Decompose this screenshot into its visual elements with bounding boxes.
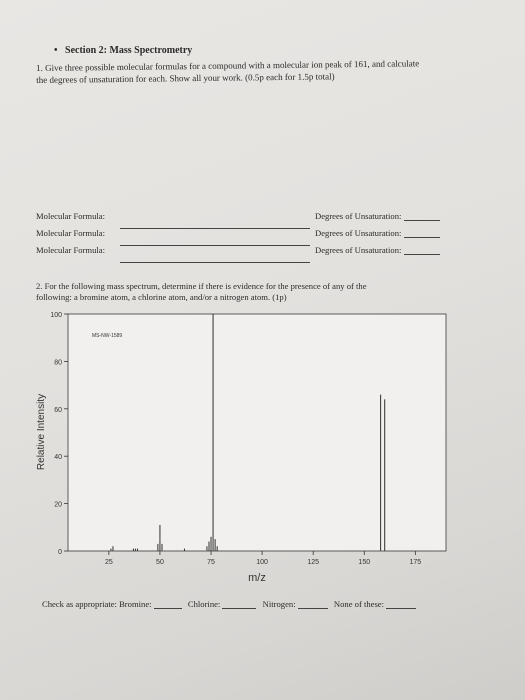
molecular-formula-label: Molecular Formula: xyxy=(36,211,105,221)
x-tick-label-4: 125 xyxy=(307,559,319,566)
molecular-formula-label: Molecular Formula: xyxy=(36,228,105,238)
molecular-formula-label: Molecular Formula: xyxy=(36,245,105,255)
mass-spectrum-chart: 0 20 40 60 80 100 25 50 75 100 125 150 175 MS-NW-15… xyxy=(36,312,447,584)
nitrogen-blank[interactable] xyxy=(297,599,328,609)
unsaturation-row-1: Degrees of Unsaturation: xyxy=(315,211,440,221)
none-of-these-blank[interactable] xyxy=(386,599,417,609)
spectrum-id-annotation: MS-NW-1589 xyxy=(92,333,122,339)
chlorine-label: Chlorine: xyxy=(187,599,221,609)
question-1: 1. Give three possible molecular formula… xyxy=(36,57,419,86)
section-title: • Section 2: Mass Spectrometry xyxy=(54,45,193,56)
bromine-label: Check as appropriate: Bromine: xyxy=(42,599,152,609)
x-axis-ticks: 25 50 75 100 125 150 175 xyxy=(105,551,421,566)
molecular-formula-blank-2[interactable] xyxy=(120,236,310,246)
x-axis-label: m/z xyxy=(248,572,266,584)
bullet: • xyxy=(54,45,66,56)
unsaturation-blank-3[interactable] xyxy=(403,245,440,255)
answer-row-3: Molecular Formula: xyxy=(36,245,105,255)
none-of-these-label: None of these: xyxy=(333,599,385,609)
y-tick-label-2: 40 xyxy=(54,454,62,461)
answer-row-2: Molecular Formula: xyxy=(36,228,105,238)
degrees-unsaturation-label: Degrees of Unsaturation: xyxy=(315,228,402,238)
question-2: 2. For the following mass spectrum, dete… xyxy=(36,281,367,303)
y-tick-label-3: 60 xyxy=(54,407,62,414)
molecular-formula-blank-1[interactable] xyxy=(120,219,310,229)
x-tick-label-2: 75 xyxy=(207,559,215,566)
unsaturation-row-3: Degrees of Unsaturation: xyxy=(315,245,440,255)
spectrum-peaks xyxy=(110,314,386,551)
x-tick-label-1: 50 xyxy=(156,559,164,566)
y-tick-label-4: 80 xyxy=(54,359,62,366)
x-tick-label-3: 100 xyxy=(256,559,268,566)
nitrogen-label: Nitrogen: xyxy=(262,599,296,609)
bromine-blank[interactable] xyxy=(153,599,182,609)
unsaturation-blank-1[interactable] xyxy=(403,211,440,221)
degrees-unsaturation-label: Degrees of Unsaturation: xyxy=(315,245,402,255)
y-tick-label-0: 0 xyxy=(58,549,62,556)
unsaturation-blank-2[interactable] xyxy=(403,228,440,238)
y-tick-label-1: 20 xyxy=(54,502,62,509)
answer-row-1: Molecular Formula: xyxy=(36,211,105,221)
y-tick-label-5: 100 xyxy=(50,312,62,319)
x-tick-label-6: 175 xyxy=(410,559,422,566)
degrees-unsaturation-label: Degrees of Unsaturation: xyxy=(315,211,402,221)
chlorine-blank[interactable] xyxy=(222,599,257,609)
x-tick-label-0: 25 xyxy=(105,559,113,566)
y-axis-ticks: 0 20 40 60 80 100 xyxy=(50,312,68,556)
x-tick-label-5: 150 xyxy=(358,559,370,566)
plot-frame xyxy=(67,313,447,552)
checklist: Check as appropriate: Bromine: Chlorine:… xyxy=(42,599,420,609)
question-2-line-1: 2. For the following mass spectrum, dete… xyxy=(36,281,367,291)
y-axis-label: Relative Intensity xyxy=(36,394,47,470)
unsaturation-row-2: Degrees of Unsaturation: xyxy=(315,228,440,238)
question-2-line-2: following: a bromine atom, a chlorine at… xyxy=(36,292,287,302)
molecular-formula-blank-3[interactable] xyxy=(120,253,310,263)
